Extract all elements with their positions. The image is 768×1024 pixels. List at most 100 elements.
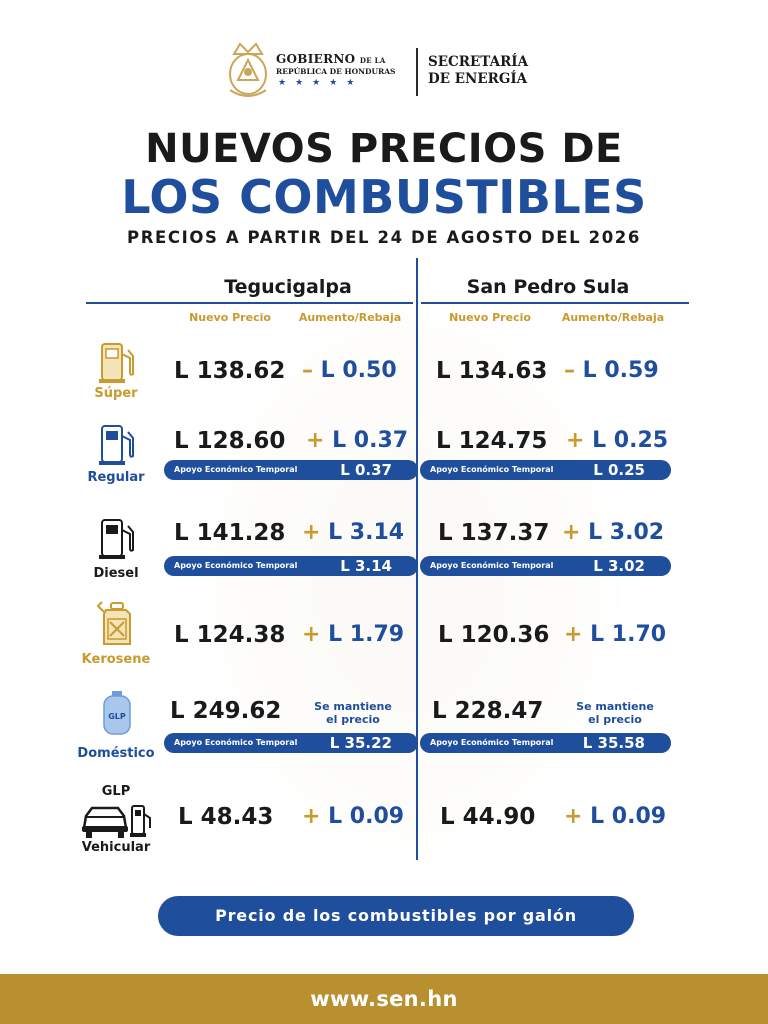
- secretaria-line2: DE ENERGÍA: [428, 71, 528, 87]
- footer-bar: www.sen.hn: [0, 974, 768, 1024]
- apoyo-value: L 0.25: [593, 461, 645, 479]
- change-sign: +: [306, 428, 325, 453]
- colhead-nuevo-precio-teg: Nuevo Precio: [189, 311, 271, 324]
- column-divider: [416, 258, 418, 860]
- apoyo-bar-teg: Apoyo Económico Temporal L 0.37: [164, 460, 418, 480]
- apoyo-bar-teg: Apoyo Económico Temporal L 35.22: [164, 733, 418, 753]
- fuel-label: Kerosene: [81, 652, 151, 667]
- per-gallon-note: Precio de los combustibles por galón: [158, 896, 634, 936]
- change-value: L 0.09: [590, 804, 667, 829]
- apoyo-label: Apoyo Económico Temporal: [174, 738, 298, 747]
- fuel-label: Súper: [94, 386, 138, 401]
- apoyo-label: Apoyo Económico Temporal: [174, 465, 298, 474]
- price-teg: L 141.28: [174, 520, 286, 546]
- gas-pump-icon: [99, 425, 134, 465]
- car-pump-icon: [82, 805, 151, 838]
- apoyo-label: Apoyo Económico Temporal: [430, 561, 554, 570]
- change-teg: + L 0.09: [302, 804, 404, 829]
- stars-icon: ★★★★★: [278, 78, 364, 88]
- website-link[interactable]: www.sen.hn: [310, 987, 458, 1011]
- price-teg: L 48.43: [178, 804, 274, 830]
- header: GOBIERNO DE LA REPÚBLICA DE HONDURAS ★★★…: [0, 40, 768, 104]
- city-san-pedro-sula: San Pedro Sula: [466, 276, 630, 298]
- title-line1: NUEVOS PRECIOS DE: [145, 126, 623, 172]
- header-rule-left: [86, 302, 413, 304]
- colhead-nuevo-precio-sps: Nuevo Precio: [449, 311, 531, 324]
- fuel-label: Vehicular: [81, 840, 151, 855]
- change-sign: +: [564, 622, 583, 647]
- apoyo-bar-sps: Apoyo Económico Temporal L 0.25: [420, 460, 671, 480]
- change-value: L 1.79: [328, 622, 405, 647]
- gas-pump-icon: [99, 519, 134, 559]
- apoyo-value: L 35.22: [329, 734, 392, 752]
- change-sps: + L 0.25: [566, 428, 668, 453]
- change-value: L 0.25: [592, 428, 669, 453]
- header-rule-right: [421, 302, 689, 304]
- apoyo-value: L 35.58: [582, 734, 645, 752]
- cylinder-text: GLP: [108, 712, 126, 721]
- change-sps: + L 0.09: [564, 804, 666, 829]
- city-tegucigalpa: Tegucigalpa: [224, 276, 352, 298]
- colhead-aumento-sps: Aumento/Rebaja: [561, 311, 665, 324]
- change-value: L 0.50: [320, 358, 397, 383]
- seal-watermark: [200, 300, 620, 860]
- gov-name: GOBIERNO: [276, 52, 356, 66]
- header-divider: [416, 48, 418, 96]
- apoyo-label: Apoyo Económico Temporal: [430, 738, 554, 747]
- government-logo-text: GOBIERNO DE LA REPÚBLICA DE HONDURAS ★★★…: [276, 52, 395, 88]
- keep-line1: Se mantiene: [576, 700, 654, 713]
- change-value: L 0.09: [328, 804, 405, 829]
- gov-name-small: DE LA: [359, 56, 386, 65]
- change-sign: +: [562, 520, 581, 545]
- keep-line2: el precio: [588, 713, 642, 726]
- price-kept-note-sps: Se mantiene el precio: [560, 700, 670, 726]
- coat-of-arms-icon: [229, 42, 267, 97]
- change-sign: –: [564, 358, 575, 383]
- change-teg: – L 0.50: [302, 358, 397, 383]
- price-teg: L 138.62: [174, 358, 286, 384]
- colhead-aumento-teg: Aumento/Rebaja: [298, 311, 402, 324]
- fuel-label: Regular: [87, 470, 145, 485]
- apoyo-value: L 3.14: [340, 557, 392, 575]
- change-sign: +: [302, 520, 321, 545]
- change-value: L 3.02: [588, 520, 665, 545]
- change-value: L 0.59: [582, 358, 659, 383]
- change-sign: +: [566, 428, 585, 453]
- change-value: L 3.14: [328, 520, 405, 545]
- change-teg: + L 1.79: [302, 622, 404, 647]
- jerrycan-icon: [96, 601, 131, 645]
- change-sign: +: [564, 804, 583, 829]
- price-sps: L 228.47: [432, 698, 544, 724]
- change-sps: + L 1.70: [564, 622, 666, 647]
- price-teg: L 124.38: [174, 622, 286, 648]
- price-sps: L 124.75: [436, 428, 548, 454]
- change-sign: +: [302, 622, 321, 647]
- gas-cylinder-icon: GLP: [103, 691, 131, 735]
- change-sps: – L 0.59: [564, 358, 659, 383]
- price-teg: L 128.60: [174, 428, 286, 454]
- change-sign: +: [302, 804, 321, 829]
- price-sps: L 120.36: [438, 622, 550, 648]
- secretaria-line1: SECRETARÍA: [428, 54, 529, 70]
- fuel-label: Diesel: [93, 566, 139, 581]
- price-sps: L 137.37: [438, 520, 550, 546]
- price-teg: L 249.62: [170, 698, 282, 724]
- keep-line1: Se mantiene: [314, 700, 392, 713]
- change-value: L 1.70: [590, 622, 667, 647]
- fuel-label-top: GLP: [101, 784, 131, 799]
- secretaria-logo-text: SECRETARÍA DE ENERGÍA: [428, 54, 528, 88]
- apoyo-label: Apoyo Económico Temporal: [174, 561, 298, 570]
- keep-line2: el precio: [326, 713, 380, 726]
- price-sps: L 44.90: [440, 804, 536, 830]
- apoyo-value: L 3.02: [593, 557, 645, 575]
- change-teg: + L 0.37: [306, 428, 408, 453]
- change-sps: + L 3.02: [562, 520, 664, 545]
- title-line2: LOS COMBUSTIBLES: [121, 170, 647, 224]
- apoyo-bar-teg: Apoyo Económico Temporal L 3.14: [164, 556, 418, 576]
- apoyo-bar-sps: Apoyo Económico Temporal L 35.58: [420, 733, 671, 753]
- apoyo-label: Apoyo Económico Temporal: [430, 465, 554, 474]
- change-sign: –: [302, 358, 313, 383]
- change-value: L 0.37: [332, 428, 409, 453]
- gov-country: REPÚBLICA DE HONDURAS: [276, 67, 396, 76]
- fuel-label: Doméstico: [77, 746, 155, 761]
